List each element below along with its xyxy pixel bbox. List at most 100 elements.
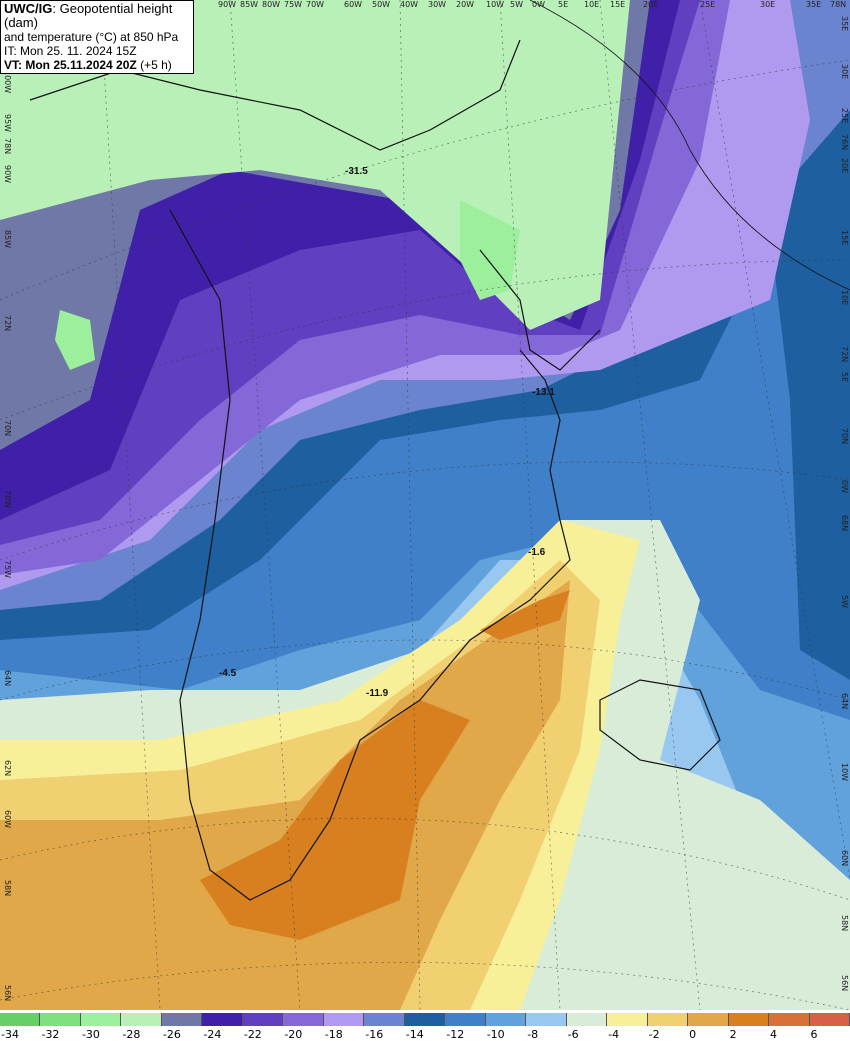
graticule-label: 56N [3, 985, 12, 1002]
legend-label: -10 [486, 1028, 505, 1041]
graticule-label: 0W [840, 480, 849, 493]
graticule-label: 5W [510, 0, 523, 9]
graticule-label: 62N [3, 760, 12, 777]
graticule-label: 10E [584, 0, 600, 9]
legend-swatch [121, 1013, 162, 1026]
graticule-label: 30W [428, 0, 447, 9]
graticule [0, 0, 850, 1010]
valid-offset: (+5 h) [140, 58, 172, 72]
graticule-label: 68N [840, 515, 849, 532]
legend-label: -34 [1, 1028, 19, 1041]
legend-swatch [485, 1013, 527, 1026]
graticule-label: 70N [840, 428, 849, 445]
graticule-label: 50W [372, 0, 391, 9]
graticule-label: 15E [610, 0, 626, 9]
graticule-label: 56N [840, 975, 849, 992]
graticule-label: 80W [262, 0, 281, 9]
legend-swatch [40, 1013, 81, 1026]
legend-label: -12 [446, 1028, 465, 1041]
extremum-label: -4.5 [219, 668, 237, 679]
legend-swatch [769, 1013, 810, 1026]
field-minus30 [460, 200, 520, 300]
legend-swatch [80, 1013, 122, 1026]
graticule-label: 64N [840, 693, 849, 710]
legend-swatch [202, 1013, 243, 1026]
field-minus30-west [55, 310, 95, 370]
graticule-label: 58N [840, 915, 849, 932]
legend-swatch [688, 1013, 729, 1026]
legend-swatch [647, 1013, 689, 1026]
extremum-label: -31.5 [345, 166, 368, 177]
graticule-label: 15E [840, 230, 849, 246]
legend-label: -24 [203, 1028, 222, 1041]
graticule-label: 58N [3, 880, 12, 897]
legend-swatch [526, 1013, 567, 1026]
valid-time: VT: Mon 25.11.2024 20Z [4, 58, 137, 72]
field-zero [0, 580, 570, 1010]
graticule-label: 85W [3, 230, 12, 249]
legend-swatch [323, 1013, 365, 1026]
legend-label: 0 [689, 1028, 697, 1041]
extremum-label: -11.9 [366, 688, 389, 699]
legend-label: -18 [324, 1028, 343, 1041]
graticule-label: 95W [3, 114, 12, 133]
legend-swatch [242, 1013, 284, 1026]
title-text: : Geopotential height (dam) [4, 1, 173, 30]
graticule-label: 5E [558, 0, 569, 9]
legend-label: -16 [365, 1028, 384, 1041]
graticule-label: 10W [486, 0, 505, 9]
graticule-label: 10E [840, 290, 849, 306]
legend-label: 4 [770, 1028, 778, 1041]
legend-swatch [161, 1013, 203, 1026]
field-plus2 [200, 700, 470, 940]
graticule-label: 85W [240, 0, 259, 9]
legend-swatch [809, 1013, 850, 1026]
graticule-label: 72N [3, 315, 12, 332]
graticule-label: 25E [840, 108, 849, 124]
graticule-label: 75W [284, 0, 303, 9]
color-legend: -34 -32 -30 -28 -26 -24 -22 -20 -18 -16 -14 -12 -10-… [0, 1010, 850, 1041]
legend-label: -8 [527, 1028, 539, 1041]
map-info-box: UWC/IG: Geopotential height (dam) and te… [0, 0, 194, 74]
graticule-label: 70W [3, 490, 12, 509]
title-line2: and temperature (°C) at 850 hPa [4, 30, 179, 44]
graticule-label: 20E [643, 0, 659, 9]
legend-label: -4 [608, 1028, 620, 1041]
graticule-label: 90W [218, 0, 237, 9]
graticule-label: 90W [3, 165, 12, 184]
legend-label: -20 [284, 1028, 303, 1041]
legend-label: -32 [41, 1028, 60, 1041]
legend-label: -6 [567, 1028, 579, 1041]
graticule-label: 40W [400, 0, 419, 9]
graticule-label: 30E [840, 64, 849, 80]
legend-swatch [283, 1013, 324, 1026]
graticule-label: 30E [760, 0, 776, 9]
graticule-label: 20E [840, 158, 849, 174]
graticule-label: 10W [840, 763, 849, 782]
legend-swatch [404, 1013, 446, 1026]
legend-swatch [0, 1013, 41, 1026]
legend-swatch [566, 1013, 608, 1026]
graticule-label: 60W [3, 810, 12, 829]
graticule-label: 60W [344, 0, 363, 9]
graticule-label: 76N [840, 134, 849, 151]
brand-label: UWC/IG [4, 1, 53, 16]
graticule-label: 75W [3, 560, 12, 579]
legend-swatch [607, 1013, 648, 1026]
legend-label: 6 [810, 1028, 818, 1041]
graticule-label: 70W [306, 0, 325, 9]
legend-swatch [728, 1013, 770, 1026]
graticule-label: 25E [700, 0, 716, 9]
legend-label: 2 [729, 1028, 737, 1041]
legend-label: -26 [162, 1028, 181, 1041]
graticule-label: 78N [830, 0, 847, 9]
graticule-label: 35E [806, 0, 822, 9]
extremum-label: -1.6 [528, 547, 546, 558]
legend-label: -2 [648, 1028, 660, 1041]
legend-label: -22 [243, 1028, 262, 1041]
graticule-label: 5W [840, 595, 849, 608]
legend-label: -28 [122, 1028, 141, 1041]
temperature-map [0, 0, 850, 1010]
graticule-label: 60N [840, 850, 849, 867]
legend-swatch [364, 1013, 405, 1026]
